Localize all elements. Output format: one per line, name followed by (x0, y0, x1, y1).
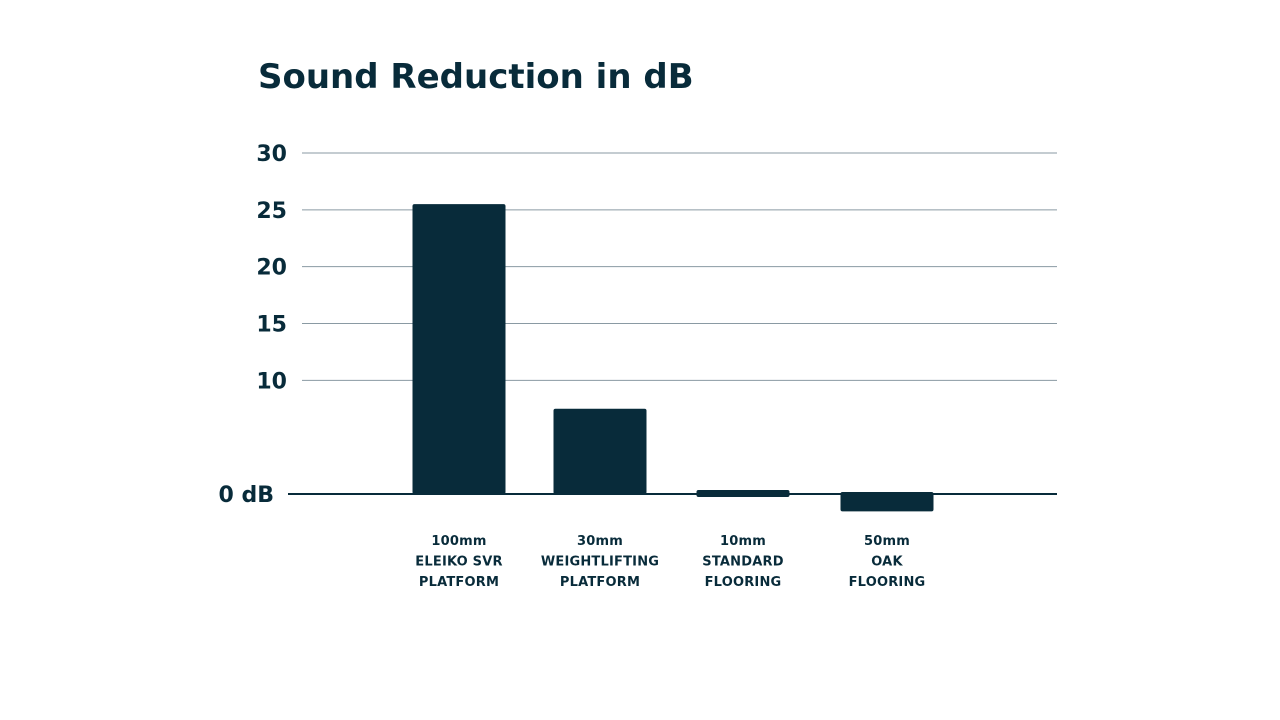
y-tick-label: 0 dB (219, 483, 274, 508)
y-tick-label: 30 (256, 142, 287, 167)
x-category-label: PLATFORM (560, 575, 640, 590)
bars (412, 204, 934, 512)
x-category-label: 100mm (431, 534, 486, 549)
x-category-label: 10mm (720, 534, 766, 549)
x-category-label: FLOORING (849, 575, 926, 590)
y-axis-ticks: 0 dB 10 15 20 25 30 (219, 142, 287, 508)
bar-4 (840, 492, 934, 512)
y-tick-label: 10 (256, 369, 287, 394)
x-category-label: PLATFORM (419, 575, 499, 590)
x-category-label: ELEIKO SVR (415, 555, 502, 570)
bar-1 (412, 204, 506, 494)
y-tick-label: 25 (256, 199, 287, 224)
x-category-label: OAK (871, 555, 903, 570)
x-category-label: WEIGHTLIFTING (541, 555, 659, 570)
x-category-label: 50mm (864, 534, 910, 549)
y-tick-label: 20 (256, 256, 287, 281)
x-category-label: STANDARD (702, 555, 783, 570)
x-category-label: FLOORING (705, 575, 782, 590)
y-tick-label: 15 (256, 313, 287, 338)
bar-2 (553, 408, 647, 494)
x-category-label: 30mm (577, 534, 623, 549)
chart-title: Sound Reduction in dB (258, 57, 694, 97)
x-axis-categories: 100mm ELEIKO SVR PLATFORM 30mm WEIGHTLIFTING… (415, 534, 925, 590)
